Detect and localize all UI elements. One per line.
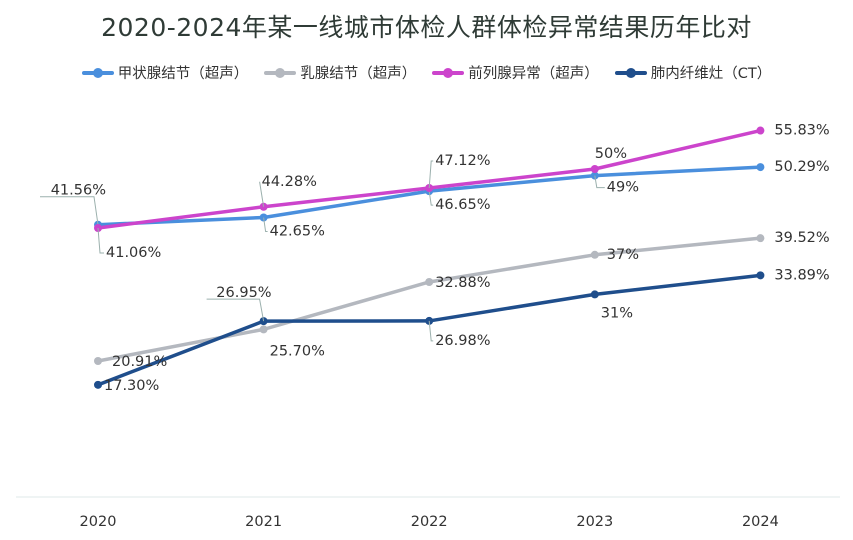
data-label: 26.95% [216,285,271,301]
data-point [756,126,765,135]
data-label: 26.98% [435,333,490,349]
label-leader [263,217,268,233]
label-leader [428,160,434,189]
legend-item[interactable]: 前列腺异常（超声） [432,62,599,83]
data-point [590,250,599,259]
data-label: 31% [601,305,633,321]
data-label: 55.83% [774,123,829,139]
legend-label: 乳腺结节（超声） [300,66,417,82]
legend-item[interactable]: 乳腺结节（超声） [264,62,416,83]
x-tick-label: 2022 [411,514,448,530]
data-label: 41.06% [106,245,161,261]
legend-item[interactable]: 肺内纤维灶（CT） [614,62,772,83]
data-point [756,271,765,280]
data-label: 49% [607,180,639,196]
data-label: 46.65% [435,197,490,213]
data-label: 37% [607,247,639,263]
data-label: 50% [595,146,627,162]
data-label: 17.30% [104,378,159,394]
x-tick-label: 2023 [576,514,613,530]
data-label: 50.29% [774,159,829,175]
chart-title: 2020-2024年某一线城市体检人群体检异常结果历年比对 [101,13,752,42]
data-point [94,380,102,389]
label-leader [428,191,434,206]
series-line [97,236,761,363]
legend-swatch [614,67,647,78]
legend-item[interactable]: 甲状腺结节（超声） [81,62,249,83]
legend-label: 前列腺异常（超声） [468,66,599,82]
data-point [590,165,599,173]
x-tick-label: 2020 [80,514,117,530]
label-leader [40,196,99,225]
data-point [590,290,599,299]
legend-swatch [264,67,297,78]
legend-swatch [81,67,114,78]
data-label: 47.12% [435,153,490,169]
data-label: 33.89% [774,267,829,283]
label-leader [206,298,265,322]
legend-label: 肺内纤维灶（CT） [650,66,772,82]
data-label: 32.88% [435,275,490,291]
x-tick-label: 2024 [742,514,779,530]
legend-swatch [432,67,465,78]
x-tick-label: 2021 [245,514,282,530]
label-leader [259,181,265,207]
legend: 甲状腺结节（超声） 乳腺结节（超声） 前列腺异常（超声） 肺内纤维灶（CT） [0,62,853,83]
label-leader [428,320,434,342]
data-point [259,325,268,334]
data-point [756,234,765,243]
data-label: 44.28% [262,174,317,190]
series-line [97,273,761,387]
label-leader [594,175,605,189]
data-point [425,277,434,286]
data-label: 42.65% [270,224,325,240]
data-label: 25.70% [270,343,325,359]
data-point [756,163,765,172]
data-label: 39.52% [774,230,829,246]
data-label: 20.91% [112,354,167,370]
legend-label: 甲状腺结节（超声） [117,66,249,82]
series-line [97,128,761,230]
data-point [94,356,102,365]
data-label: 41.56% [51,183,106,199]
label-leader [97,227,104,254]
